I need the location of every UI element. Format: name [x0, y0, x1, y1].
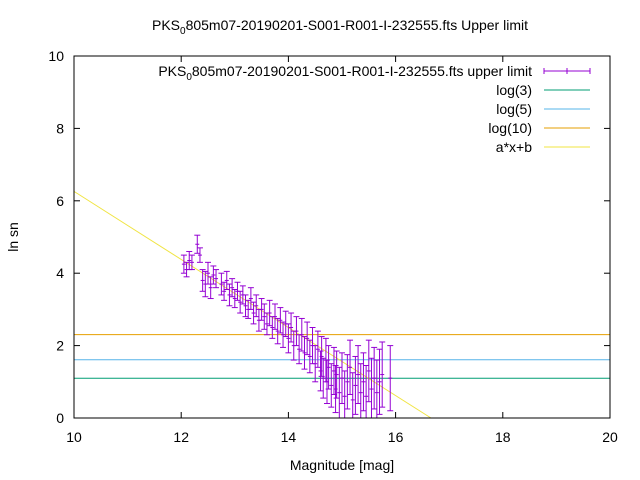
legend-label: log(3) — [496, 82, 532, 98]
data-point — [226, 283, 233, 307]
data-point — [250, 301, 257, 325]
data-point — [347, 339, 354, 395]
data-point — [332, 365, 339, 414]
data-point — [280, 321, 287, 348]
data-point — [231, 288, 238, 309]
y-tick-label: 2 — [56, 338, 64, 354]
data-point — [320, 357, 327, 399]
data-point — [199, 269, 206, 292]
data-point — [277, 307, 284, 334]
data-point — [288, 312, 295, 343]
legend-label: PKS0805m07-20190201-S001-R001-I-232555.f… — [158, 63, 532, 83]
data-point — [221, 281, 228, 301]
data-point — [188, 254, 195, 271]
x-tick-label: 20 — [602, 429, 618, 445]
data-point — [333, 350, 340, 399]
data-point — [229, 278, 236, 298]
legend-item-data: PKS0805m07-20190201-S001-R001-I-232555.f… — [158, 63, 591, 83]
data-point — [242, 294, 249, 318]
data-point — [194, 234, 201, 254]
x-axis-label: Magnitude [mag] — [290, 457, 394, 473]
y-tick-label: 10 — [48, 48, 64, 64]
data-point — [253, 294, 260, 318]
data-point — [379, 341, 386, 408]
legend-item-log3: log(3) — [496, 82, 590, 98]
y-tick-label: 8 — [56, 120, 64, 136]
data-point — [247, 287, 254, 310]
data-point — [293, 316, 300, 347]
data-point — [213, 269, 220, 289]
data-point — [304, 321, 311, 356]
y-tick-label: 0 — [56, 410, 64, 426]
data-point — [237, 290, 244, 314]
legend-label: log(5) — [496, 101, 532, 117]
x-axis-ticks: 10 12 14 16 18 20 — [66, 56, 618, 445]
plot-frame — [73, 55, 611, 419]
x-tick-label: 10 — [66, 429, 82, 445]
data-point — [301, 336, 308, 370]
data-point — [272, 303, 278, 330]
data-point — [387, 345, 394, 412]
data-point — [210, 265, 217, 285]
data-point — [314, 330, 321, 368]
x-tick-label: 18 — [495, 429, 511, 445]
data-point — [328, 363, 335, 408]
data-point — [318, 336, 325, 377]
legend-label: log(10) — [488, 120, 532, 136]
legend-item-fit: a*x+b — [496, 139, 590, 155]
data-point — [218, 272, 225, 296]
data-point — [196, 247, 203, 263]
data-point — [266, 299, 273, 327]
data-point — [205, 261, 211, 285]
legend-item-log10: log(10) — [488, 120, 590, 136]
x-tick-label: 12 — [173, 429, 189, 445]
data-point — [317, 350, 324, 392]
y-axis-ticks: 0 2 4 6 8 10 — [48, 48, 610, 426]
data-point — [223, 270, 230, 290]
data-point — [207, 276, 214, 300]
data-point — [360, 352, 367, 412]
x-tick-label: 16 — [388, 429, 404, 445]
legend-label: a*x+b — [496, 139, 532, 155]
legend-item-log5: log(5) — [496, 101, 590, 117]
y-tick-label: 4 — [56, 265, 64, 281]
data-point — [258, 298, 265, 321]
y-axis-label: ln sn — [5, 222, 21, 252]
data-point — [344, 354, 351, 410]
legend: PKS0805m07-20190201-S001-R001-I-232555.f… — [158, 63, 591, 155]
data-point — [355, 345, 362, 405]
data-point — [298, 317, 305, 352]
data-point — [180, 254, 187, 274]
data-point — [306, 339, 313, 374]
data-point — [365, 339, 372, 403]
y-tick-label: 6 — [56, 193, 64, 209]
data-point — [339, 352, 345, 405]
data-point — [376, 348, 383, 415]
data-point — [312, 345, 319, 383]
data-point — [274, 317, 281, 345]
data-point — [371, 346, 378, 410]
data-point — [325, 345, 332, 390]
x-tick-label: 14 — [281, 429, 297, 445]
chart-title: PKS0805m07-20190201-S001-R001-I-232555.f… — [152, 17, 528, 37]
data-point — [261, 303, 268, 330]
data-point — [285, 323, 292, 354]
data-point — [352, 355, 359, 415]
